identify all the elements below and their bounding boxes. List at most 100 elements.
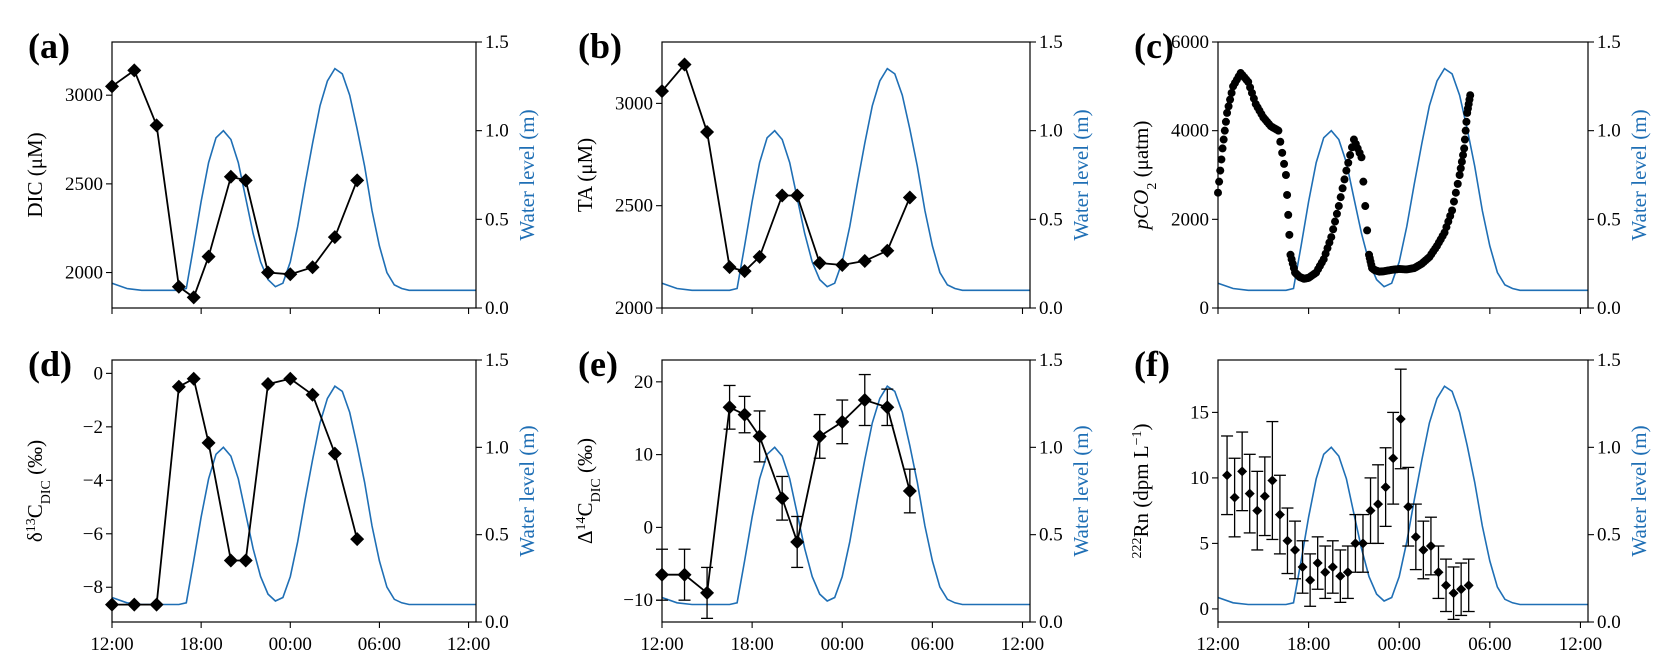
- data-point: [1317, 258, 1326, 267]
- right-y-tick-label: 0.0: [485, 612, 509, 633]
- data-point: [1425, 541, 1436, 552]
- data-point: [1218, 144, 1227, 153]
- x-tick-label: 06:00: [358, 634, 401, 655]
- data-point: [149, 118, 164, 133]
- data-point: [835, 414, 850, 429]
- data-point: [700, 585, 715, 600]
- data-point: [1217, 155, 1226, 164]
- right-y-tick-label: 0.0: [1039, 298, 1063, 319]
- series-line: [112, 377, 358, 606]
- data-point: [775, 491, 790, 506]
- data-point: [737, 264, 752, 279]
- data-point: [1284, 210, 1293, 219]
- x-tick-label: 06:00: [911, 634, 954, 655]
- data-point: [305, 260, 320, 275]
- plot-frame: [111, 359, 477, 623]
- data-point: [1455, 171, 1464, 179]
- data-point: [1219, 135, 1228, 144]
- series-line: [661, 62, 911, 273]
- data-point: [350, 173, 365, 188]
- data-point: [305, 387, 320, 402]
- label-text: C: [573, 502, 597, 516]
- right-axis-label: Water level (m): [1069, 425, 1093, 556]
- data-point: [171, 279, 186, 294]
- data-point: [700, 125, 715, 140]
- right-axis-label: Water level (m): [1627, 425, 1651, 556]
- data-point: [201, 435, 216, 450]
- data-point: [1325, 238, 1334, 247]
- right-y-tick-label: 1.5: [485, 32, 509, 53]
- data-point: [1334, 202, 1343, 211]
- x-tick-label: 12:00: [1196, 634, 1239, 655]
- left-axis-label: 222Rn (dpm L−1): [1129, 423, 1153, 558]
- data-point: [1457, 157, 1466, 166]
- label-text: (μatm): [1129, 121, 1153, 183]
- right-axis-label: Water level (m): [515, 109, 539, 240]
- data-point: [857, 393, 872, 408]
- data-point: [1438, 231, 1447, 240]
- plot-frame: [661, 41, 1031, 309]
- y-tick-label: 10: [1190, 468, 1209, 489]
- right-axis-label: Water level (m): [1627, 109, 1651, 240]
- panel-c: 0 2000 4000 6000 0.0 0.5 1.0 1.5 Water level (m)…: [1129, 26, 1651, 319]
- left-axis-label: TA (μM): [573, 138, 597, 212]
- data-point: [790, 188, 805, 203]
- right-y-tick-label: 0.5: [1039, 209, 1063, 230]
- right-y-tick-label: 1.0: [1039, 121, 1063, 142]
- y-tick-label: −10: [623, 590, 653, 611]
- right-y-tick-label: 0.5: [1597, 209, 1621, 230]
- data-point: [238, 173, 253, 188]
- x-tick-label: 06:00: [1468, 634, 1511, 655]
- label-text: TA (μM): [573, 138, 597, 212]
- data-point: [223, 169, 238, 184]
- data-point: [283, 371, 298, 386]
- plot-frame: [1217, 359, 1589, 623]
- y-tick-label: −4: [83, 470, 104, 491]
- right-y-tick-label: 1.5: [1597, 350, 1621, 371]
- data-point: [1259, 491, 1270, 502]
- y-tick-label: 3000: [615, 93, 653, 114]
- data-point: [1463, 580, 1474, 591]
- data-point: [1453, 179, 1462, 188]
- label-subscript: 2: [1145, 183, 1160, 190]
- label-text: (‰): [573, 438, 597, 478]
- x-tick-label: 00:00: [1378, 634, 1421, 655]
- data-point: [1216, 166, 1225, 175]
- label-text: (‰): [23, 440, 47, 480]
- water-level-line: [111, 67, 476, 292]
- data-point: [261, 265, 275, 280]
- x-tick-label: 00:00: [269, 634, 312, 655]
- data-point: [1346, 151, 1355, 160]
- data-point: [201, 249, 216, 264]
- data-point: [1433, 567, 1444, 578]
- data-point: [1242, 75, 1251, 84]
- data-point: [857, 253, 872, 268]
- x-tick-label: 12:00: [90, 634, 133, 655]
- water-level-line: [661, 385, 1030, 606]
- water-level-line: [1217, 385, 1588, 606]
- x-tick-label: 18:00: [1287, 634, 1330, 655]
- data-point: [722, 400, 737, 415]
- data-point: [1459, 151, 1468, 160]
- y-tick-label: 4000: [1171, 121, 1209, 142]
- data-point: [1278, 148, 1287, 157]
- right-y-tick-label: 1.5: [1597, 32, 1621, 53]
- panel-label: (b): [578, 26, 622, 66]
- x-tick-label: 18:00: [730, 634, 773, 655]
- water-level-line: [111, 385, 476, 606]
- data-point: [127, 597, 142, 612]
- data-point: [1276, 137, 1285, 146]
- data-point: [1320, 567, 1331, 578]
- data-point: [1359, 177, 1368, 186]
- data-point: [1451, 188, 1460, 197]
- right-y-tick-label: 0.5: [485, 525, 509, 546]
- panel-d: 12:00 18:00 00:00 06:00 12:00 −8 −6 −4 −2 0 0.0 0.5…: [23, 344, 539, 655]
- data-point: [1338, 184, 1347, 193]
- y-tick-label: 0: [1200, 298, 1210, 319]
- data-point: [1280, 159, 1289, 168]
- data-point: [1363, 226, 1372, 235]
- data-point: [1462, 117, 1471, 126]
- right-y-tick-label: 0.0: [485, 298, 509, 319]
- data-point: [1220, 126, 1229, 135]
- label-superscript: 14: [574, 516, 589, 530]
